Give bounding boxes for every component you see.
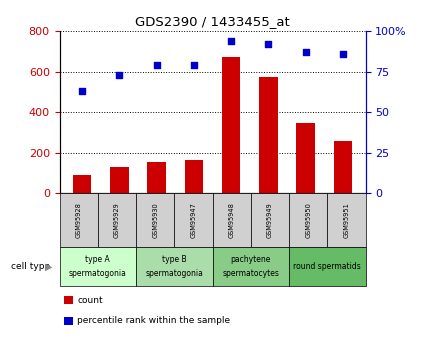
Point xyxy=(190,62,197,68)
Text: GSM95930: GSM95930 xyxy=(152,202,158,238)
Bar xyxy=(184,160,203,193)
Text: cell type: cell type xyxy=(11,262,50,271)
Text: GSM95929: GSM95929 xyxy=(114,202,120,238)
Point xyxy=(265,41,272,47)
Point xyxy=(116,72,122,78)
Text: GSM95951: GSM95951 xyxy=(343,202,349,238)
Bar xyxy=(73,175,91,193)
Text: count: count xyxy=(77,296,103,305)
Title: GDS2390 / 1433455_at: GDS2390 / 1433455_at xyxy=(135,16,290,29)
Text: type B: type B xyxy=(162,255,187,264)
Bar xyxy=(110,167,128,193)
Bar xyxy=(147,162,166,193)
Text: GSM95948: GSM95948 xyxy=(229,202,235,238)
Point xyxy=(153,62,160,68)
Text: spermatogonia: spermatogonia xyxy=(69,269,127,278)
Point xyxy=(79,88,85,94)
Text: GSM95950: GSM95950 xyxy=(305,202,311,238)
Text: type A: type A xyxy=(85,255,110,264)
Text: round spermatids: round spermatids xyxy=(293,262,361,271)
Text: spermatogonia: spermatogonia xyxy=(145,269,203,278)
Text: spermatocytes: spermatocytes xyxy=(222,269,279,278)
Bar xyxy=(259,77,278,193)
Text: GSM95947: GSM95947 xyxy=(190,202,196,238)
Bar xyxy=(222,57,241,193)
Point xyxy=(303,49,309,55)
Text: pachytene: pachytene xyxy=(230,255,271,264)
Text: GSM95949: GSM95949 xyxy=(267,202,273,238)
Point xyxy=(340,51,346,57)
Text: GSM95928: GSM95928 xyxy=(76,202,82,238)
Bar xyxy=(334,140,352,193)
Point xyxy=(228,38,235,43)
Text: ▶: ▶ xyxy=(45,262,53,272)
Text: percentile rank within the sample: percentile rank within the sample xyxy=(77,316,230,325)
Bar xyxy=(297,123,315,193)
